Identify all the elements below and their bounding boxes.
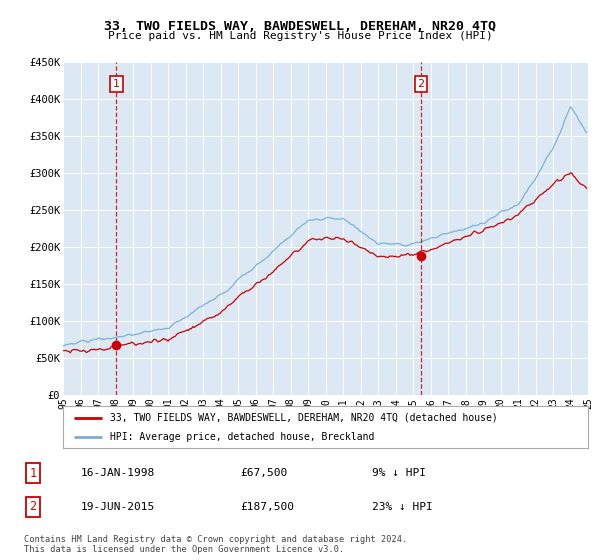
Text: 2: 2 <box>418 79 425 89</box>
Text: 33, TWO FIELDS WAY, BAWDESWELL, DEREHAM, NR20 4TQ (detached house): 33, TWO FIELDS WAY, BAWDESWELL, DEREHAM,… <box>110 413 498 423</box>
Text: £67,500: £67,500 <box>240 468 287 478</box>
Text: HPI: Average price, detached house, Breckland: HPI: Average price, detached house, Brec… <box>110 432 374 442</box>
Text: Price paid vs. HM Land Registry's House Price Index (HPI): Price paid vs. HM Land Registry's House … <box>107 31 493 41</box>
Text: 1: 1 <box>29 466 37 480</box>
Text: 23% ↓ HPI: 23% ↓ HPI <box>372 502 433 512</box>
Text: £187,500: £187,500 <box>240 502 294 512</box>
Text: 9% ↓ HPI: 9% ↓ HPI <box>372 468 426 478</box>
Text: 33, TWO FIELDS WAY, BAWDESWELL, DEREHAM, NR20 4TQ: 33, TWO FIELDS WAY, BAWDESWELL, DEREHAM,… <box>104 20 496 32</box>
Text: 2: 2 <box>29 500 37 514</box>
Text: 19-JUN-2015: 19-JUN-2015 <box>81 502 155 512</box>
Text: 1: 1 <box>113 79 120 89</box>
Text: Contains HM Land Registry data © Crown copyright and database right 2024.
This d: Contains HM Land Registry data © Crown c… <box>24 535 407 554</box>
Text: 16-JAN-1998: 16-JAN-1998 <box>81 468 155 478</box>
